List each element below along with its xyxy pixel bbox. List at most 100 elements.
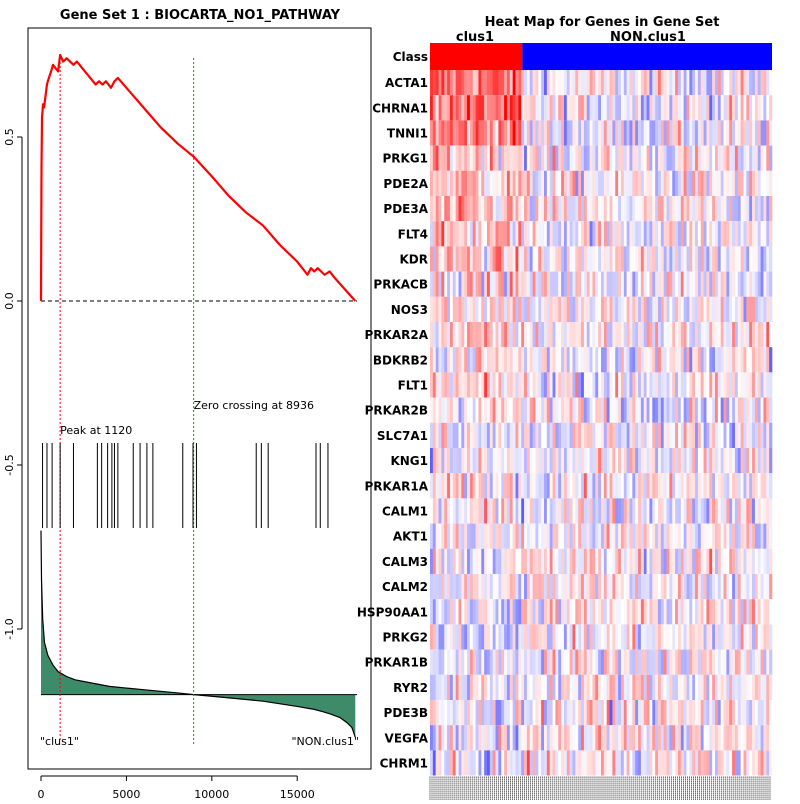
heatmap-cell [578,548,582,574]
heatmap-cell [489,548,493,574]
heatmap-cell [430,674,434,700]
heatmap-cell [717,422,721,448]
heatmap-cell [432,523,436,549]
heatmap-cell [760,246,764,272]
heatmap-cell [689,473,693,499]
y-tick-label: -1.0 [3,618,16,639]
heatmap-cell [760,347,764,373]
heatmap-cell [720,70,724,96]
heatmap-cell [592,95,596,121]
heatmap-cell [498,196,502,222]
heatmap-cell [749,422,753,448]
heatmap-cell [703,170,707,196]
heatmap-cell [612,649,616,675]
heatmap-cell [538,120,542,146]
heatmap-cell [558,347,562,373]
heatmap-cell [569,473,573,499]
heatmap-cell [498,120,502,146]
heatmap-cell [618,70,622,96]
heatmap-cell [572,296,576,322]
heatmap-cell [623,170,627,196]
heatmap-cell [526,347,531,373]
heatmap-cell [441,700,445,726]
gene-label: PRKAR2A [365,328,429,342]
heatmap-cell [481,599,485,625]
gene-label: SLC7A1 [377,429,428,443]
heatmap-cell [583,397,588,423]
heatmap-cell [566,725,570,751]
heatmap-cell [706,498,710,524]
heatmap-cell [455,599,459,625]
heatmap-cell [558,296,562,322]
heatmap-cell [606,649,610,675]
heatmap-cell [432,170,436,196]
heatmap-cell [746,196,750,222]
heatmap-cell [680,624,684,650]
heatmap-cell [723,196,727,222]
heatmap-cell [763,700,767,726]
heatmap-cell [652,725,656,751]
heatmap-cell [766,498,770,524]
heatmap-cell [629,145,633,171]
heatmap-cell [544,422,548,448]
heatmap-cell [595,750,599,776]
heatmap-cell [683,120,687,146]
heatmap-cell [746,448,750,474]
heatmap-cell [435,725,439,751]
heatmap-cell [526,674,531,700]
heatmap-cell [435,498,439,524]
heatmap-cell [603,649,607,675]
heatmap-cell [552,221,556,247]
gene-label: KNG1 [390,454,428,468]
heatmap-cell [643,296,647,322]
heatmap-cell [512,271,516,297]
heatmap-cell [475,448,479,474]
heatmap-cell [555,271,559,297]
heatmap-cell [601,700,605,726]
heatmap-cell [669,574,673,600]
heatmap-cell [464,397,468,423]
heatmap-cell [729,448,733,474]
heatmap-cell [449,271,454,297]
heatmap-cell [746,599,750,625]
heatmap-cell [740,498,744,524]
heatmap-cell [572,574,576,600]
heatmap-cell [689,347,693,373]
heatmap-cell [709,523,713,549]
heatmap-cell [592,221,596,247]
heatmap-cell [754,523,759,549]
heatmap-cell [561,523,565,549]
heatmap-cell [766,649,770,675]
heatmap: Heat Map for Genes in Gene Set clus1 NON… [357,15,773,800]
heatmap-cell [729,372,733,398]
heatmap-cell [706,574,710,600]
heatmap-cell [552,120,556,146]
heatmap-cell [475,322,479,348]
heatmap-cell [766,196,770,222]
heatmap-cell [481,322,485,348]
heatmap-cell [430,523,434,549]
heatmap-cell [743,700,747,726]
heatmap-cell [438,145,442,171]
heatmap-cell [669,397,673,423]
heatmap-row [430,322,773,348]
heatmap-cell [581,649,585,675]
heatmap-cell [732,523,736,549]
heatmap-cell [686,397,690,423]
heatmap-cell [487,246,491,272]
heatmap-cell [734,296,739,322]
heatmap-cell [495,523,499,549]
heatmap-cell [495,246,499,272]
heatmap-cell [717,523,721,549]
heatmap-cell [620,548,625,574]
heatmap-cell [538,548,542,574]
heatmap-cell [489,372,493,398]
heatmap-cell [706,145,710,171]
heatmap-cell [646,574,650,600]
heatmap-cell [689,397,693,423]
heatmap-cell [677,599,682,625]
heatmap-cell [506,750,511,776]
heatmap-cell [677,322,682,348]
heatmap-cell [449,322,454,348]
